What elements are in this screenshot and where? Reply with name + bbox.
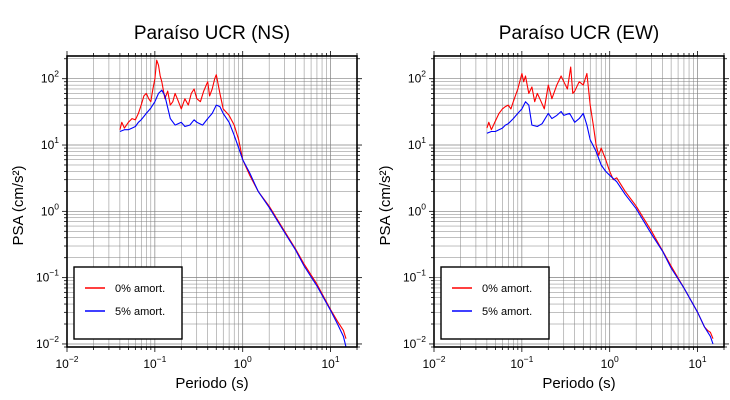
x-tick-label: 10−1 (143, 354, 166, 371)
legend-box (73, 266, 183, 340)
plot-frame (433, 55, 725, 348)
y-tick-label: 10−1 (403, 268, 426, 285)
chart-title: Paraíso UCR (EW) (499, 23, 659, 44)
plot-frame (66, 55, 358, 348)
x-tick-label: 100 (234, 354, 252, 371)
y-tick-label: 10−1 (36, 268, 59, 285)
y-axis-label: PSA (cm/s²) (10, 165, 27, 245)
legend-label: 5% amort. (482, 306, 532, 318)
x-tick-label: 101 (322, 354, 340, 371)
y-tick-label: 10−2 (36, 334, 59, 351)
legend-label: 0% amort. (115, 283, 165, 295)
x-tick-label: 101 (689, 354, 707, 371)
chart-panel-ns: 10−2 10−1 100 101 10−2 10−1 100 101 102 Paraíso U… (10, 23, 362, 392)
y-tick-label: 101 (408, 135, 426, 152)
x-tick-label: 10−2 (55, 354, 78, 371)
y-tick-label: 100 (408, 201, 426, 218)
x-axis-label: Periodo (s) (175, 375, 248, 392)
y-axis-label: PSA (cm/s²) (377, 165, 394, 245)
legend: 0% amort. 5% amort. (440, 266, 550, 340)
y-tick-label: 102 (408, 69, 426, 86)
y-tick-label: 102 (41, 69, 59, 86)
y-tick-label: 101 (41, 135, 59, 152)
x-tick-label: 100 (601, 354, 619, 371)
y-tick-label: 100 (41, 201, 59, 218)
x-tick-label: 10−1 (510, 354, 533, 371)
series-line-0pct (486, 66, 714, 339)
legend-box (440, 266, 550, 340)
x-axis-label: Periodo (s) (542, 375, 615, 392)
legend-label: 0% amort. (482, 283, 532, 295)
chart-panel-ew: 10−2 10−1 100 101 10−2 10−1 100 101 102 Paraíso U… (377, 23, 729, 392)
series-line-5pct (486, 101, 714, 345)
y-tick-label: 10−2 (403, 334, 426, 351)
x-tick-label: 10−2 (422, 354, 445, 371)
series-line-5pct (119, 89, 347, 347)
legend: 0% amort. 5% amort. (73, 266, 183, 340)
chart-title: Paraíso UCR (NS) (134, 23, 290, 44)
legend-label: 5% amort. (115, 306, 165, 318)
